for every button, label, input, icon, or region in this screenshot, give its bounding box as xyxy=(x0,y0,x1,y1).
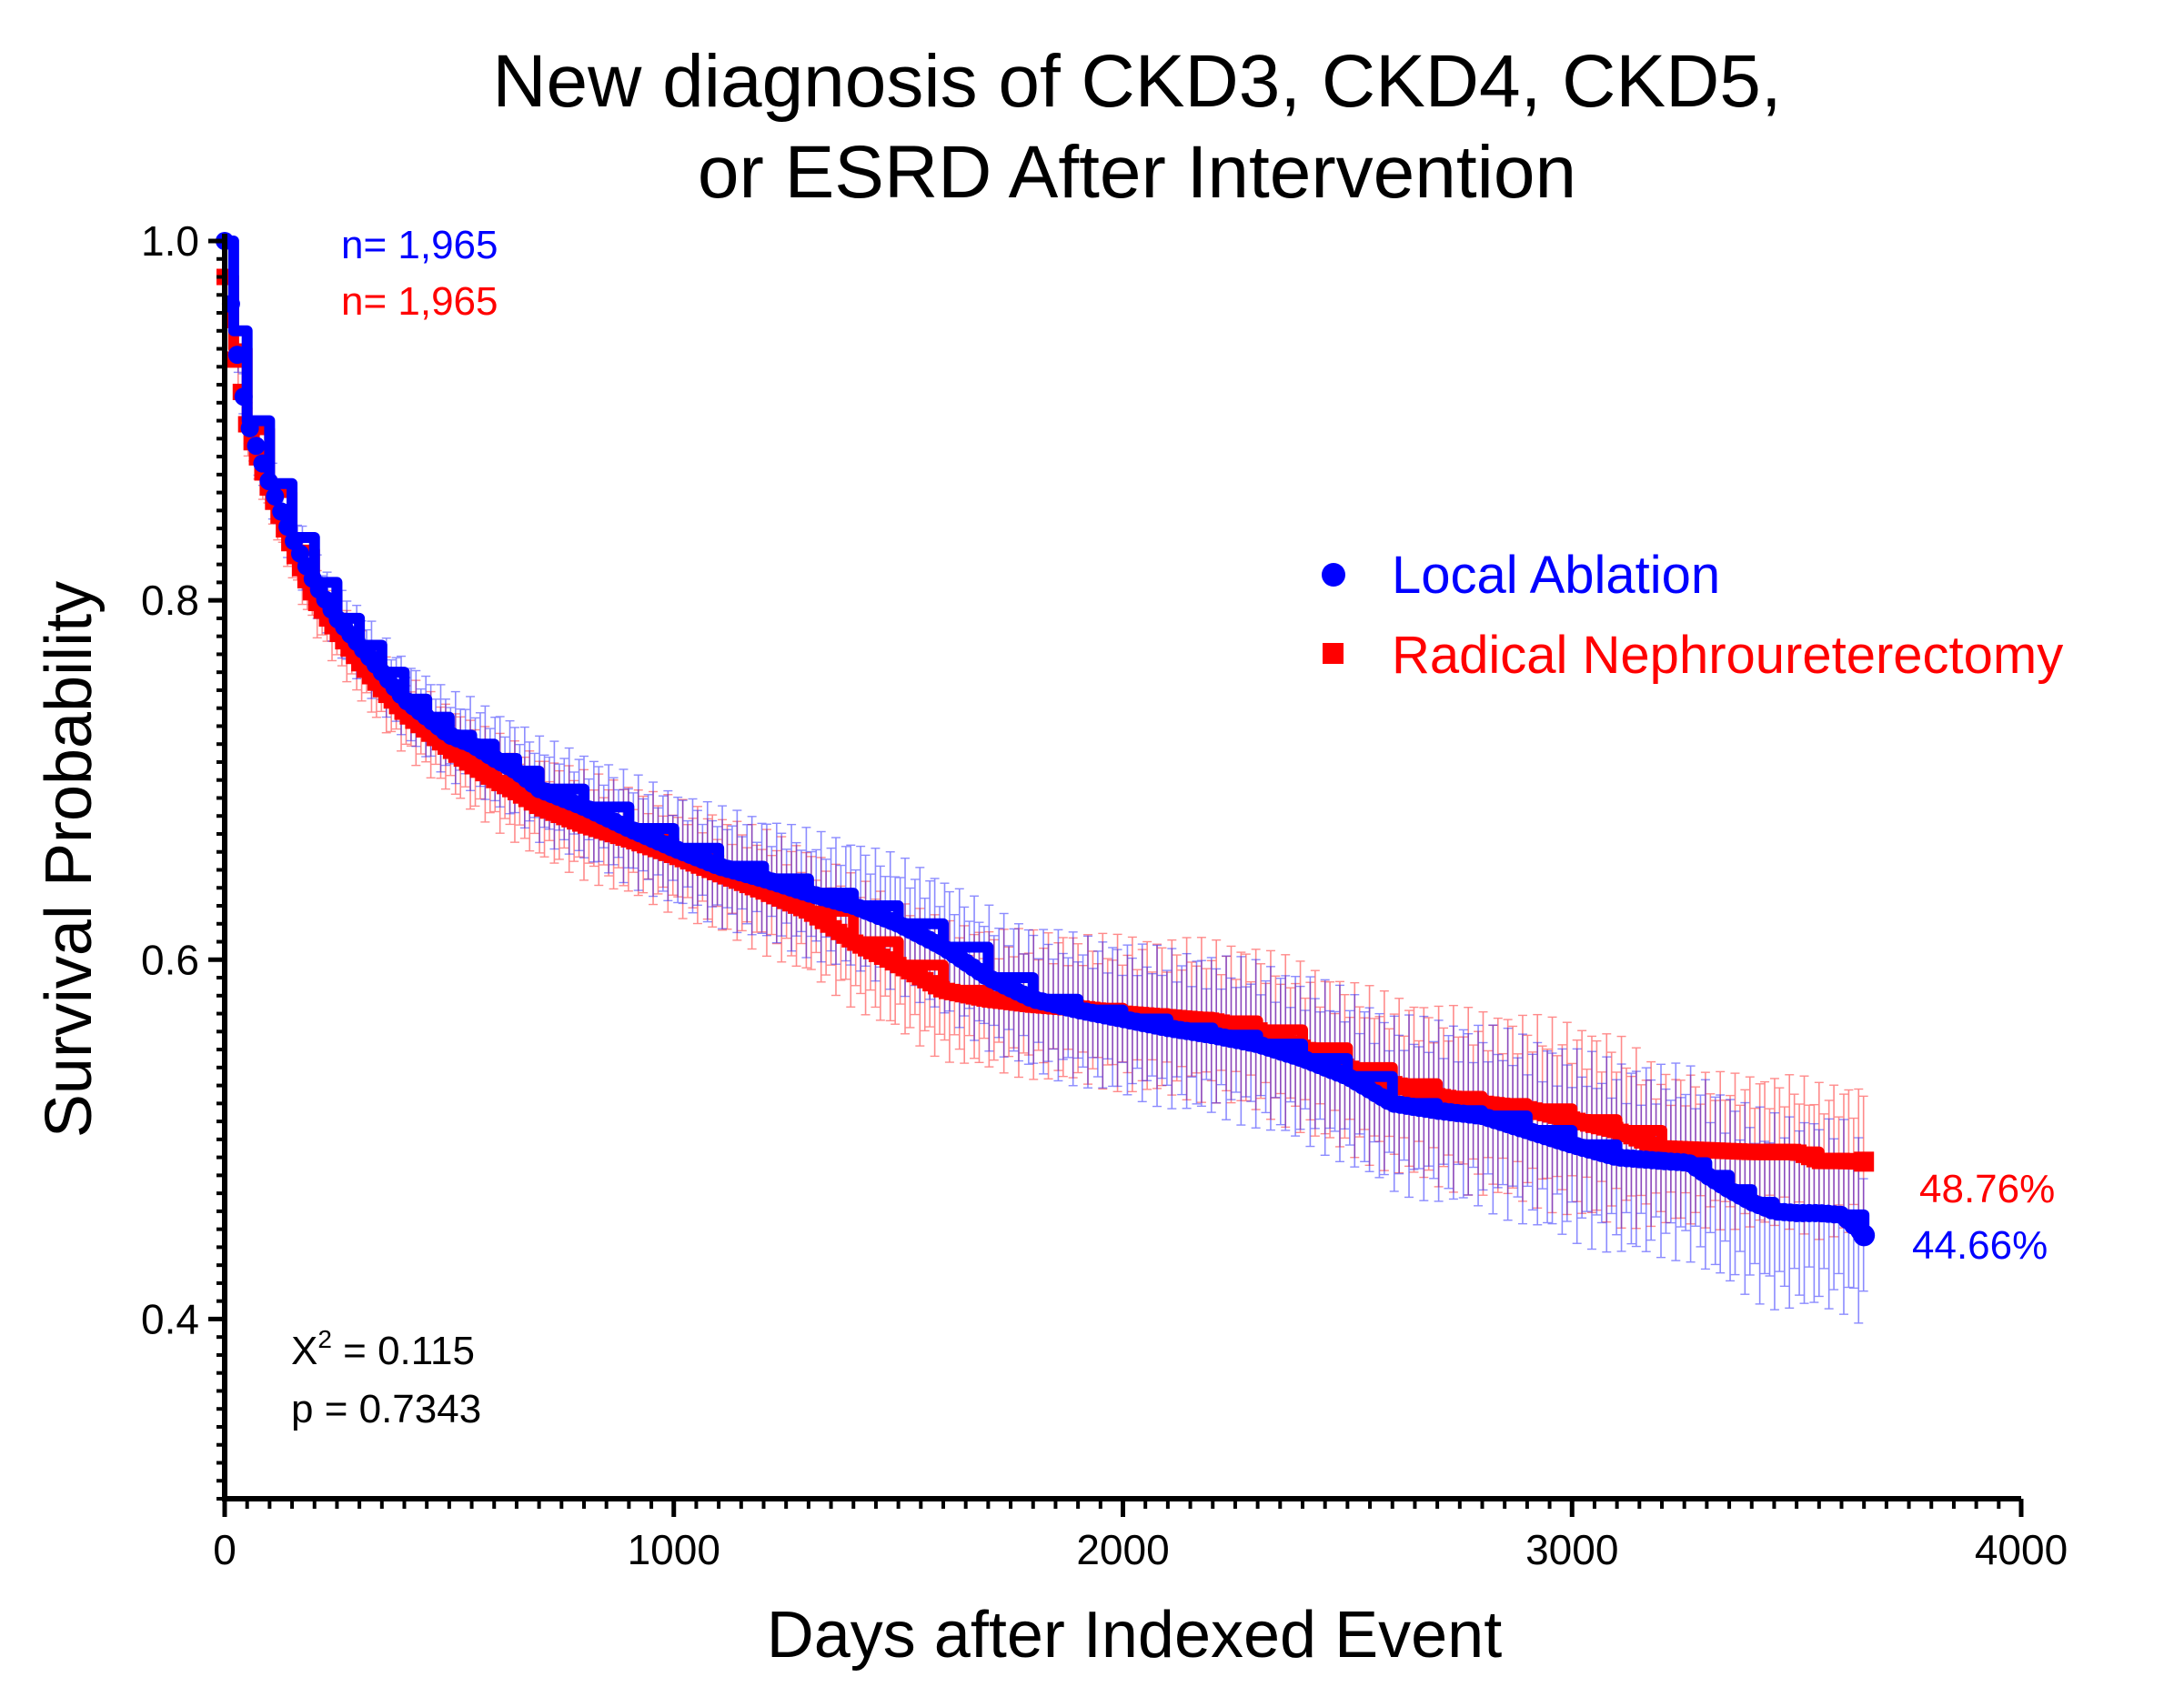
n-label-local-ablation: n= 1,965 xyxy=(341,223,498,267)
legend: Local Ablation Radical Nephroureterectom… xyxy=(1322,546,2063,685)
point-marker xyxy=(272,502,291,521)
chi-square-stat: X2 = 0.115 xyxy=(291,1325,475,1373)
x-ticks: 0 1000 2000 3000 4000 xyxy=(213,1499,2068,1573)
y-axis-title: Survival Probability xyxy=(33,581,106,1138)
point-marker xyxy=(253,454,272,473)
y-tick-label: 0.8 xyxy=(141,577,199,624)
y-tick-label: 1.0 xyxy=(141,217,199,265)
x-tick-label: 2000 xyxy=(1076,1526,1169,1573)
point-marker xyxy=(259,471,278,490)
legend-marker-radical-nephroureterectomy xyxy=(1323,643,1344,664)
point-marker xyxy=(240,418,259,437)
point-marker xyxy=(234,387,253,407)
end-point-marker xyxy=(1854,1151,1875,1172)
end-label-local-ablation: 44.66% xyxy=(1912,1223,2048,1268)
chart-title-line-2: or ESRD After Intervention xyxy=(698,131,1576,214)
p-value-stat: p = 0.7343 xyxy=(291,1387,481,1431)
y-tick-label: 0.6 xyxy=(141,936,199,983)
end-label-radical-nephroureterectomy: 48.76% xyxy=(1919,1167,2055,1211)
survival-curves xyxy=(216,232,1876,1247)
chart-title-line-1: New diagnosis of CKD3, CKD4, CKD5, xyxy=(492,40,1781,123)
markers-local-ablation xyxy=(216,232,1876,1247)
y-tick-label: 0.4 xyxy=(141,1295,199,1342)
point-marker xyxy=(278,517,297,537)
n-label-radical-nephroureterectomy: n= 1,965 xyxy=(341,279,498,324)
legend-label-local-ablation: Local Ablation xyxy=(1392,546,1720,605)
legend-marker-local-ablation xyxy=(1322,563,1345,587)
point-marker xyxy=(247,437,266,456)
legend-label-radical-nephroureterectomy: Radical Nephroureterectomy xyxy=(1392,626,2063,685)
x-tick-label: 0 xyxy=(213,1526,237,1573)
x-tick-label: 4000 xyxy=(1975,1526,2068,1573)
axes: 0.4 0.6 0.8 1.0 0 1000 2000 3000 4000 xyxy=(141,217,2068,1573)
x-tick-label: 1000 xyxy=(628,1526,720,1573)
end-point-marker xyxy=(1853,1224,1876,1247)
x-tick-label: 3000 xyxy=(1525,1526,1618,1573)
x-axis-title: Days after Indexed Event xyxy=(767,1599,1502,1672)
point-marker xyxy=(227,346,247,365)
point-marker xyxy=(266,487,285,506)
y-ticks: 0.4 0.6 0.8 1.0 xyxy=(141,217,225,1501)
